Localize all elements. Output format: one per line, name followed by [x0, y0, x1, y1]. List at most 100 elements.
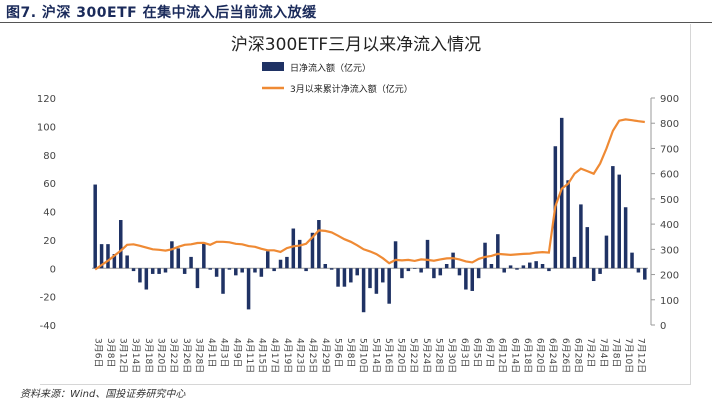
x-tick-label: 4月17日 — [269, 338, 280, 373]
bar-7-11 — [636, 268, 641, 273]
x-tick-label: 7月2日 — [585, 338, 596, 367]
x-tick-label: 5月24日 — [421, 338, 432, 373]
bar-3-19 — [150, 268, 155, 274]
bar-3-18 — [144, 268, 149, 290]
bar-4-8 — [227, 268, 232, 270]
x-tick-label: 3月18日 — [143, 338, 154, 373]
bar-6-14 — [515, 268, 519, 270]
x-tick-label: 6月14日 — [509, 338, 520, 373]
chart-frame — [40, 24, 691, 385]
x-tick-label: 4月19日 — [282, 338, 293, 373]
bar-4-2 — [214, 268, 219, 277]
right-tick-label: 100 — [660, 296, 679, 307]
bar-6-27 — [572, 256, 577, 269]
x-tick-label: 3月26日 — [181, 338, 192, 373]
left-tick-label: -40 — [40, 321, 56, 332]
bar-6-7 — [489, 263, 494, 269]
bar-6-26 — [566, 180, 570, 269]
bar-5-7 — [342, 268, 347, 287]
bar-3-27 — [189, 256, 193, 269]
chart: 沪深300ETF三月以来净流入情况 日净流入额（亿元） 3月以来累计净流入额（亿… — [37, 35, 679, 373]
caption-divider — [0, 22, 712, 23]
bar-6-4 — [470, 268, 475, 291]
bar-5-9 — [355, 268, 359, 276]
right-tick-label: 400 — [660, 220, 679, 231]
x-tick-label: 4月25日 — [307, 338, 318, 373]
bar-6-20 — [540, 263, 545, 269]
legend-bar-swatch — [262, 62, 284, 71]
bar-3-29 — [202, 242, 206, 269]
bar-5-10 — [361, 268, 366, 313]
x-tick-label: 4月1日 — [206, 338, 217, 367]
x-tick-label: 4月9日 — [231, 338, 242, 367]
x-tick-label: 3月8日 — [105, 338, 116, 367]
bar-7-9 — [623, 207, 628, 269]
bar-7-8 — [617, 174, 621, 269]
left-tick-label: 120 — [37, 94, 56, 105]
x-tick-label: 7月8日 — [610, 338, 621, 367]
x-tick-label: 4月29日 — [320, 338, 331, 373]
bar-5-23 — [419, 268, 423, 273]
bar-4-1 — [208, 268, 212, 270]
figure-caption: 图7. 沪深 300ETF 在集中流入后当前流入放缓 — [6, 5, 317, 21]
bar-3-8 — [106, 244, 110, 269]
x-tick-label: 6月5日 — [471, 338, 482, 367]
left-tick-label: -20 — [40, 293, 56, 304]
x-tick-label: 5月28日 — [434, 338, 445, 373]
right-tick-label: 300 — [660, 245, 679, 256]
bar-3-7 — [99, 244, 104, 269]
bar-6-3 — [464, 268, 468, 290]
bar-6-12 — [502, 268, 506, 273]
bar-5-15 — [381, 268, 385, 283]
bar-3-13 — [125, 255, 129, 269]
bar-4-23 — [297, 239, 302, 269]
bar-4-30 — [329, 268, 334, 270]
right-tick-label: 200 — [660, 271, 679, 282]
bar-6-28 — [579, 204, 583, 269]
bar-3-22 — [170, 241, 174, 269]
bar-5-24 — [425, 239, 430, 269]
legend-line-label: 3月以来累计净流入额（亿元） — [290, 83, 413, 95]
bar-5-13 — [368, 268, 372, 289]
x-tick-label: 5月14日 — [370, 338, 381, 373]
bar-6-6 — [483, 242, 487, 269]
left-tick-label: 20 — [43, 236, 56, 247]
bar-4-29 — [323, 263, 328, 269]
x-tick-label: 4月23日 — [295, 338, 306, 373]
bar-4-12 — [253, 268, 257, 273]
bar-4-11 — [246, 268, 251, 310]
bar-4-3 — [221, 268, 225, 294]
bar-3-25 — [176, 248, 181, 269]
bar-7-2 — [591, 268, 596, 282]
right-tick-label: 500 — [660, 195, 679, 206]
x-tick-label: 7月4日 — [598, 338, 609, 367]
right-tick-label: 700 — [660, 144, 679, 155]
x-tick-label: 6月7日 — [484, 338, 495, 367]
bar-4-17 — [272, 268, 276, 272]
bar-4-19 — [285, 256, 289, 269]
bar-5-22 — [412, 268, 417, 269]
bar-4-24 — [304, 268, 308, 272]
right-tick-label: 900 — [660, 94, 679, 105]
right-tick-label: 0 — [660, 321, 666, 332]
right-tick-label: 600 — [660, 170, 679, 181]
x-tick-label: 5月10日 — [358, 338, 369, 373]
bar-5-27 — [432, 268, 436, 279]
bar-4-9 — [234, 268, 238, 276]
bar-6-13 — [508, 265, 513, 269]
x-tick-label: 4月15日 — [257, 338, 268, 373]
bar-5-30 — [451, 252, 455, 269]
x-tick-label: 7月10日 — [623, 338, 634, 373]
bar-7-3 — [598, 268, 602, 274]
bar-3-28 — [195, 268, 200, 289]
bar-5-28 — [438, 268, 443, 276]
bar-7-4 — [604, 235, 609, 269]
bar-5-20 — [400, 268, 404, 279]
bar-5-16 — [387, 268, 391, 304]
x-tick-label: 3月22日 — [168, 338, 179, 373]
x-tick-label: 6月28日 — [573, 338, 584, 373]
bar-6-21 — [547, 268, 551, 272]
x-axis-ticks: 3月6日 3月8日 3月12日 3月14日 3月18日 3月20日 3月22日 3月26日 3月… — [92, 338, 646, 373]
bar-5-6 — [336, 268, 340, 287]
x-tick-label: 6月12日 — [497, 338, 508, 373]
